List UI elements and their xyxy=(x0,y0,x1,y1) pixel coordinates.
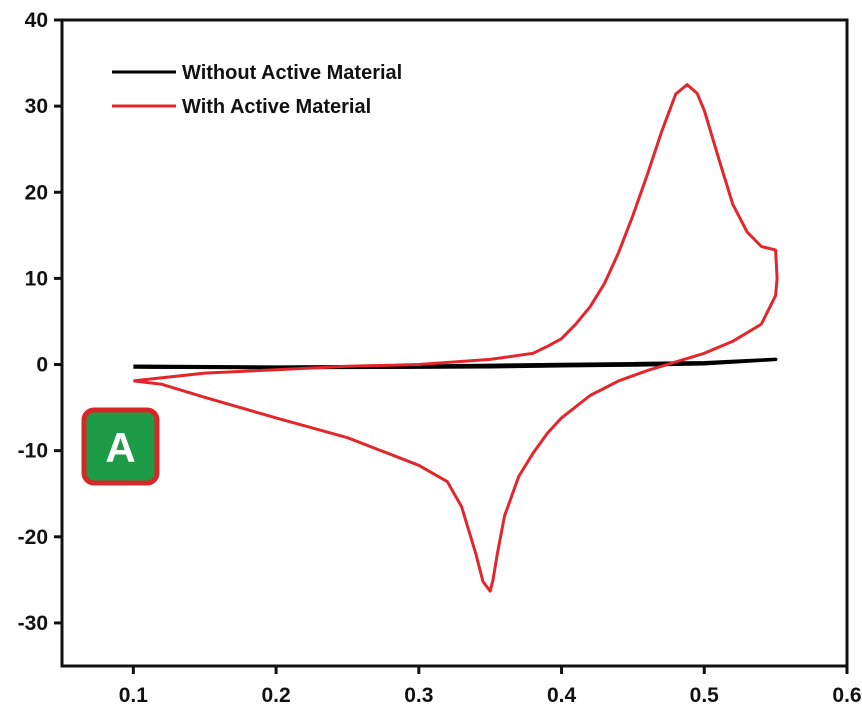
y-tick-label: 10 xyxy=(25,267,48,290)
panel-badge-label: A xyxy=(105,424,135,471)
y-tick-label: 0 xyxy=(36,354,48,377)
x-tick-label: 0.2 xyxy=(261,684,290,707)
y-tick-label: -20 xyxy=(18,526,48,549)
plot-frame xyxy=(60,18,849,668)
y-tick-label: 40 xyxy=(25,9,48,32)
y-tick-label: 20 xyxy=(25,181,48,204)
y-tick-label: -10 xyxy=(18,440,48,463)
series-line-without-active-material xyxy=(133,357,778,370)
panel-badge-box xyxy=(81,407,160,486)
legend: Without Active Material With Active Mate… xyxy=(112,62,402,118)
x-tick-label: 0.3 xyxy=(404,684,433,707)
y-axis: -30 -20 -10 0 10 20 30 40 xyxy=(18,9,62,635)
y-tick-label: -30 xyxy=(18,612,48,635)
series-line-with-active-material xyxy=(133,83,779,593)
x-tick-label: 0.4 xyxy=(547,684,577,707)
x-tick-label: 0.1 xyxy=(119,684,149,707)
y-tick-label: 30 xyxy=(25,95,48,118)
x-tick-label: 0.6 xyxy=(832,684,861,707)
panel-badge: A xyxy=(81,407,160,486)
x-tick-label: 0.5 xyxy=(690,684,720,707)
legend-label-without-active-material: Without Active Material xyxy=(182,62,402,84)
legend-label-with-active-material: With Active Material xyxy=(182,96,371,118)
series-layer xyxy=(133,83,779,593)
x-axis: 0.1 0.2 0.3 0.4 0.5 0.6 xyxy=(119,666,862,707)
